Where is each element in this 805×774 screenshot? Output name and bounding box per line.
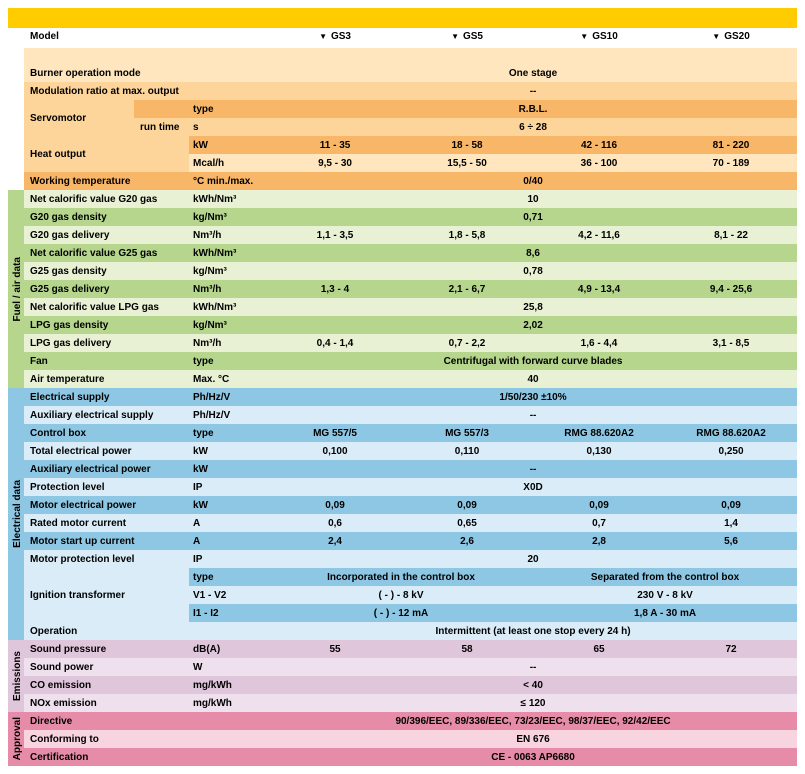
row-cbox: Control boxtypeMG 557/5MG 557/3RMG 88.62…: [8, 424, 797, 442]
col-gs3: GS3: [269, 28, 401, 46]
row-auxsupply: Auxiliary electrical supplyPh/Hz/V--: [8, 406, 797, 424]
row-lpg-dens: LPG gas densitykg/Nm³2,02: [8, 316, 797, 334]
row-servo-type: ServomotortypeR.B.L.: [8, 100, 797, 118]
row-rmc: Rated motor currentA0,60,650,71,4: [8, 514, 797, 532]
col-gs10: GS10: [533, 28, 665, 46]
row-esupply: Electrical dataElectrical supplyPh/Hz/V1…: [8, 388, 797, 406]
row-tep: Total electrical powerkW0,1000,1100,1300…: [8, 442, 797, 460]
sort-icon: [712, 31, 724, 42]
row-mpl: Motor protection levelIP20: [8, 550, 797, 568]
section-appr: Approval: [12, 717, 23, 760]
spacer-row: [8, 46, 797, 64]
header-row: Model GS3 GS5 GS10 GS20: [8, 28, 797, 46]
row-msu: Motor start up currentA2,42,62,85,6: [8, 532, 797, 550]
row-prot: Protection levelIPX0D: [8, 478, 797, 496]
row-ncv-g20: Fuel / air dataNet calorific value G20 g…: [8, 190, 797, 208]
sort-icon: [451, 31, 463, 42]
section-elec: Electrical data: [12, 480, 23, 548]
row-ncv-lpg: Net calorific value LPG gaskWh/Nm³25,8: [8, 298, 797, 316]
row-modratio: Modulation ratio at max. output--: [8, 82, 797, 100]
row-heat-kw: Heat outputkW11 - 3518 - 5842 - 11681 - …: [8, 136, 797, 154]
row-conf: Conforming toEN 676: [8, 730, 797, 748]
spec-table-container: Model GS3 GS5 GS10 GS20 Burner operation…: [8, 8, 797, 766]
row-ncv-g25: Net calorific value G25 gaskWh/Nm³8,6: [8, 244, 797, 262]
row-nox: NOx emissionmg/kWh≤ 120: [8, 694, 797, 712]
row-dir: ApprovalDirective90/396/EEC, 89/336/EEC,…: [8, 712, 797, 730]
row-cert: CertificationCE - 0063 AP6680: [8, 748, 797, 766]
row-g20-dens: G20 gas densitykg/Nm³0,71: [8, 208, 797, 226]
spec-table: Model GS3 GS5 GS10 GS20 Burner operation…: [8, 28, 797, 766]
row-sp: EmissionsSound pressuredB(A)55586572: [8, 640, 797, 658]
row-sw: Sound powerW--: [8, 658, 797, 676]
row-g25-dens: G25 gas densitykg/Nm³0,78: [8, 262, 797, 280]
col-gs20: GS20: [665, 28, 797, 46]
row-fan: FantypeCentrifugal with forward curve bl…: [8, 352, 797, 370]
section-emis: Emissions: [12, 651, 23, 701]
sort-icon: [580, 31, 592, 42]
row-lpg-del: LPG gas deliveryNm³/h0,4 - 1,40,7 - 2,21…: [8, 334, 797, 352]
row-g25-del: G25 gas deliveryNm³/h1,3 - 42,1 - 6,74,9…: [8, 280, 797, 298]
sort-icon: [319, 31, 331, 42]
section-fuel: Fuel / air data: [12, 257, 23, 321]
row-ign-type: Ignition transformertypeIncorporated in …: [8, 568, 797, 586]
row-aep: Auxiliary electrical powerkW--: [8, 460, 797, 478]
row-co: CO emissionmg/kWh< 40: [8, 676, 797, 694]
row-burner: Burner operation modeOne stage: [8, 64, 797, 82]
row-worktemp: Working temperature°C min./max.0/40: [8, 172, 797, 190]
row-mep: Motor electrical powerkW0,090,090,090,09: [8, 496, 797, 514]
col-gs5: GS5: [401, 28, 533, 46]
row-op: OperationIntermittent (at least one stop…: [8, 622, 797, 640]
row-g20-del: G20 gas deliveryNm³/h1,1 - 3,51,8 - 5,84…: [8, 226, 797, 244]
header-model: Model: [24, 28, 269, 46]
row-airtemp: Air temperatureMax. °C40: [8, 370, 797, 388]
